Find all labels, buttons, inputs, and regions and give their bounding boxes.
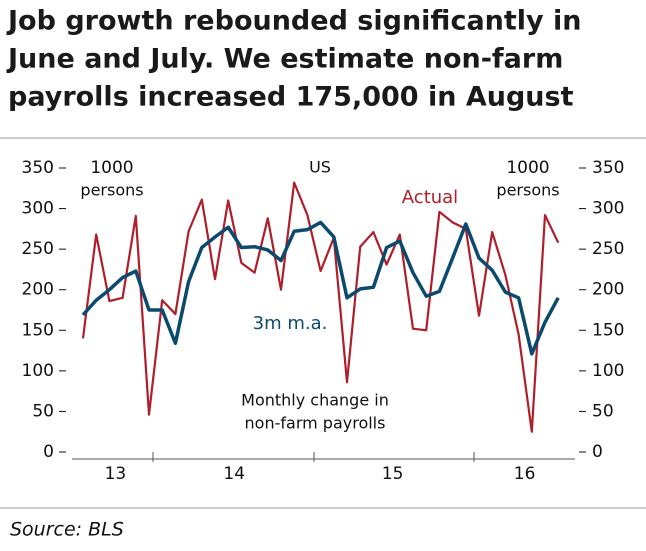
title-line: June and July. We estimate non-farm (6, 44, 563, 75)
series-label: 3m m.a. (253, 313, 328, 334)
series-label: Actual (402, 187, 458, 208)
series-line (81, 181, 560, 433)
y2-axis-label: persons (496, 181, 559, 200)
y2-axis-label: 1000 (506, 158, 549, 178)
y-tick-label: 100 (22, 361, 54, 381)
y2-tick-label: 250 (592, 239, 624, 259)
title-line: payrolls increased 175,000 in August (8, 82, 574, 113)
y2-tick-label: 350 (592, 158, 624, 178)
annotation: non-farm payrolls (245, 414, 386, 433)
series-line (81, 220, 560, 356)
annotation: US (309, 158, 331, 177)
y-tick-label: 150 (22, 320, 54, 340)
y-axis-label: persons (80, 181, 143, 200)
x-tick-label: 13 (105, 464, 127, 484)
y2-tick-label: 50 (592, 401, 614, 421)
x-tick-label: 14 (223, 464, 245, 484)
y-tick-label: 350 (22, 158, 54, 178)
y-tick-label: 250 (22, 239, 54, 259)
y-tick-label: 50 (32, 401, 54, 421)
annotation: Monthly change in (241, 391, 389, 410)
title-line: Job growth rebounded significantly in (6, 6, 582, 37)
y2-tick-label: 100 (592, 361, 624, 381)
y-tick-label: 0 (43, 442, 54, 462)
y2-tick-label: 200 (592, 280, 624, 300)
source: Source: BLS (10, 519, 124, 541)
x-tick-label: 16 (514, 464, 536, 484)
y2-tick-label: 0 (592, 442, 603, 462)
y-axis-label: 1000 (90, 158, 133, 178)
y-tick-label: 300 (22, 199, 54, 219)
x-tick-label: 15 (382, 464, 404, 484)
y2-tick-label: 300 (592, 199, 624, 219)
y2-tick-label: 150 (592, 320, 624, 340)
y-tick-label: 200 (22, 280, 54, 300)
